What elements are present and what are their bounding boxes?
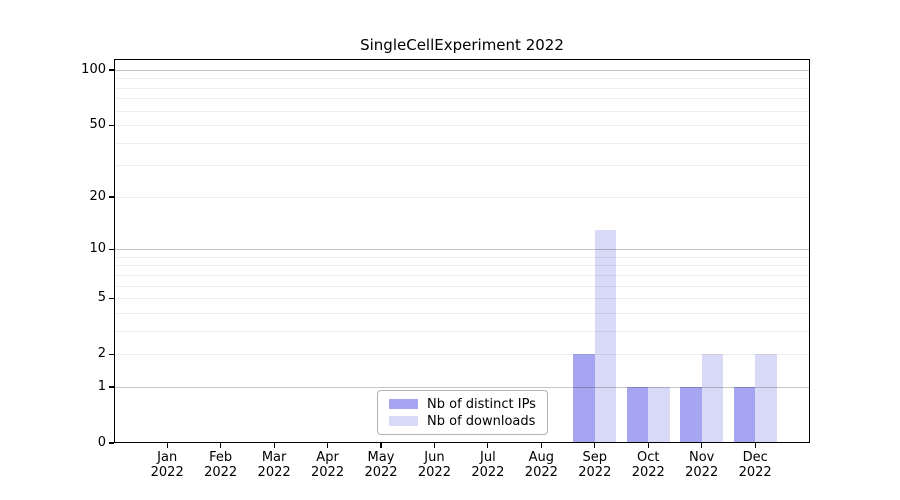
gridline-minor-50 <box>114 125 810 127</box>
gridline-minor-80 <box>114 87 810 89</box>
x-tick-label-nov: Nov 2022 <box>685 450 719 480</box>
gridline-minor-60 <box>114 110 810 112</box>
x-tick-label-oct: Oct 2022 <box>631 450 665 480</box>
y-tick-100 <box>109 69 114 71</box>
x-tick-label-sep: Sep 2022 <box>578 450 612 480</box>
gridline-minor-3 <box>114 330 810 332</box>
x-tick-jul <box>487 443 489 448</box>
gridline-minor-5 <box>114 298 810 300</box>
x-tick-label-aug: Aug 2022 <box>524 450 558 480</box>
x-tick-label-mar: Mar 2022 <box>257 450 291 480</box>
x-tick-mar <box>273 443 275 448</box>
x-tick-label-dec: Dec 2022 <box>738 450 772 480</box>
bar-nov-downloads <box>701 354 724 443</box>
gridline-minor-6 <box>114 285 810 287</box>
legend-item-downloads: Nb of downloads <box>389 413 539 430</box>
y-tick-2 <box>109 353 114 355</box>
gridline-major-1 <box>114 386 810 388</box>
x-tick-aug <box>540 443 542 448</box>
bar-sep-downloads <box>594 229 617 443</box>
x-tick-label-jun: Jun 2022 <box>417 450 451 480</box>
bar-sep-distinct-ips <box>573 354 595 443</box>
y-tick-50 <box>109 124 114 126</box>
bar-nov-distinct-ips <box>680 386 702 443</box>
x-tick-oct <box>647 443 649 448</box>
gridline-minor-20 <box>114 196 810 198</box>
y-tick-label-20: 20 <box>89 188 106 204</box>
x-tick-apr <box>326 443 329 448</box>
y-tick-label-2: 2 <box>97 346 106 362</box>
x-tick-label-jan: Jan 2022 <box>150 450 184 480</box>
gridline-major-100 <box>114 69 810 71</box>
gridline-minor-7 <box>114 274 810 276</box>
legend-swatch-downloads <box>389 416 418 426</box>
x-tick-label-apr: Apr 2022 <box>311 450 345 480</box>
gridline-major-10 <box>114 249 810 251</box>
bar-dec-distinct-ips <box>733 386 756 443</box>
y-tick-20 <box>109 196 114 198</box>
chart-title: SingleCellExperiment 2022 <box>360 36 564 54</box>
y-tick-label-100: 100 <box>81 61 106 77</box>
bar-dec-downloads <box>755 354 777 443</box>
y-tick-10 <box>109 248 114 250</box>
x-tick-jan <box>166 443 168 448</box>
gridline-minor-9 <box>114 256 810 258</box>
y-tick-label-0: 0 <box>97 435 106 450</box>
x-tick-label-jul: Jul 2022 <box>471 450 505 480</box>
y-tick-1 <box>109 386 114 388</box>
legend-swatch-distinct-ips <box>389 399 418 409</box>
legend-item-distinct-ips: Nb of distinct IPs <box>389 396 539 413</box>
y-tick-label-50: 50 <box>89 117 106 133</box>
gridline-minor-8 <box>114 265 810 267</box>
x-tick-label-may: May 2022 <box>364 450 398 480</box>
y-tick-label-10: 10 <box>89 241 106 257</box>
bar-oct-distinct-ips <box>626 386 649 443</box>
y-tick-label-5: 5 <box>97 290 106 306</box>
x-tick-label-feb: Feb 2022 <box>204 450 238 480</box>
gridline-minor-40 <box>114 142 810 144</box>
legend: Nb of distinct IPs Nb of downloads <box>377 390 548 435</box>
gridline-minor-90 <box>114 78 810 80</box>
x-tick-feb <box>220 443 222 448</box>
gridline-minor-2 <box>114 354 810 356</box>
x-tick-may <box>380 443 382 448</box>
bar-oct-downloads <box>648 386 670 443</box>
x-tick-sep <box>594 443 596 448</box>
x-tick-nov <box>701 443 703 448</box>
x-tick-jun <box>433 443 436 448</box>
gridline-minor-4 <box>114 312 810 314</box>
gridline-minor-30 <box>114 165 810 167</box>
y-tick-0 <box>109 442 114 444</box>
legend-label-downloads: Nb of downloads <box>427 413 536 429</box>
y-tick-label-1: 1 <box>97 378 106 394</box>
x-tick-dec <box>754 443 756 448</box>
gridline-minor-70 <box>114 98 810 100</box>
legend-label-distinct-ips: Nb of distinct IPs <box>427 396 536 412</box>
plot-area <box>114 59 810 443</box>
y-tick-5 <box>109 297 114 299</box>
